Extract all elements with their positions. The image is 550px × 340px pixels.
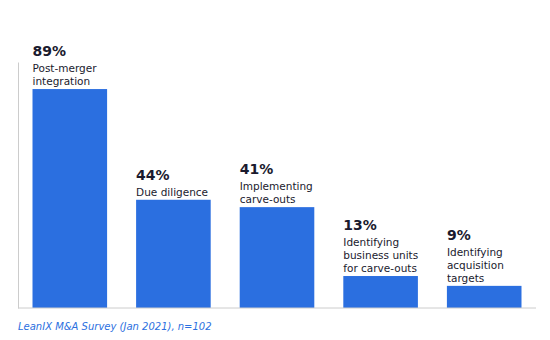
category-label-line: targets: [447, 272, 484, 284]
y-axis: [18, 63, 19, 309]
chart: Post-mergerintegration 89% Due diligence 44…: [0, 0, 550, 340]
category-label-line: for carve-outs: [343, 262, 417, 274]
category-label-line: carve-outs: [240, 193, 296, 205]
category-label: Implementingcarve-outs: [240, 180, 313, 205]
y-axis-line: [18, 63, 19, 309]
bar: [240, 207, 315, 308]
bar-labels: Post-mergerintegration 89% Due diligence 44…: [33, 43, 504, 284]
bar: [33, 89, 108, 308]
category-label-line: integration: [33, 75, 91, 87]
data-label: 9%: [447, 227, 471, 243]
category-label-line: business units: [343, 249, 418, 261]
footer: LeanIX M&A Survey (Jan 2021), n=102: [18, 321, 212, 332]
category-label-line: Identifying: [447, 246, 503, 258]
category-label-line: Post-merger: [33, 62, 98, 74]
baseline: [18, 308, 536, 309]
category-label: Post-mergerintegration: [33, 62, 98, 87]
category-label: Identifyingbusiness unitsfor carve-outs: [343, 236, 418, 274]
plot: Post-mergerintegration 89% Due diligence 44…: [18, 43, 536, 308]
bar: [136, 200, 211, 308]
data-label: 13%: [343, 217, 377, 233]
category-label-line: Implementing: [240, 180, 313, 192]
bars: [33, 89, 522, 308]
bar: [447, 286, 522, 308]
category-label: Identifyingacquisitiontargets: [447, 246, 504, 284]
category-label-line: Due diligence: [136, 186, 208, 198]
bar: [343, 276, 418, 308]
data-label: 44%: [136, 167, 170, 183]
data-label: 89%: [33, 43, 67, 59]
category-label-line: acquisition: [447, 259, 504, 271]
category-label-line: Identifying: [343, 236, 399, 248]
category-label: Due diligence: [136, 186, 208, 198]
data-label: 41%: [240, 161, 274, 177]
